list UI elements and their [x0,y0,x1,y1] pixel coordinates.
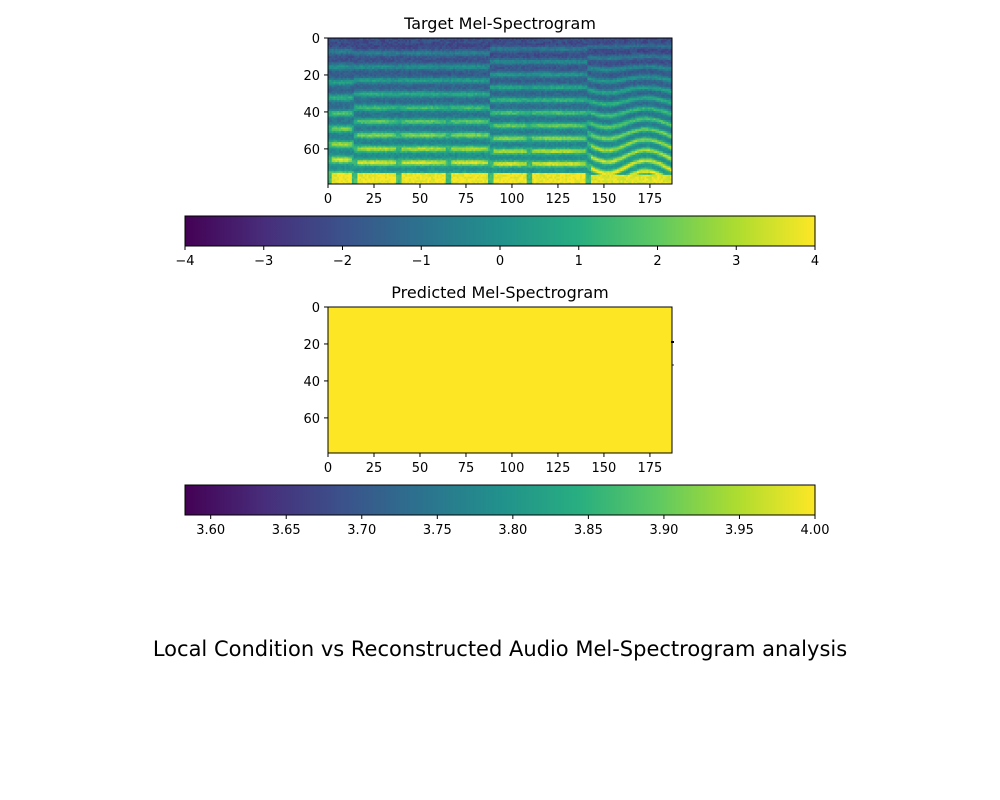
target-panel: Target Mel-Spectrogram 0 25 50 75 100 125 150 1… [303,14,672,207]
target-title: Target Mel-Spectrogram [403,14,596,33]
target-spectrogram-image [328,38,672,184]
